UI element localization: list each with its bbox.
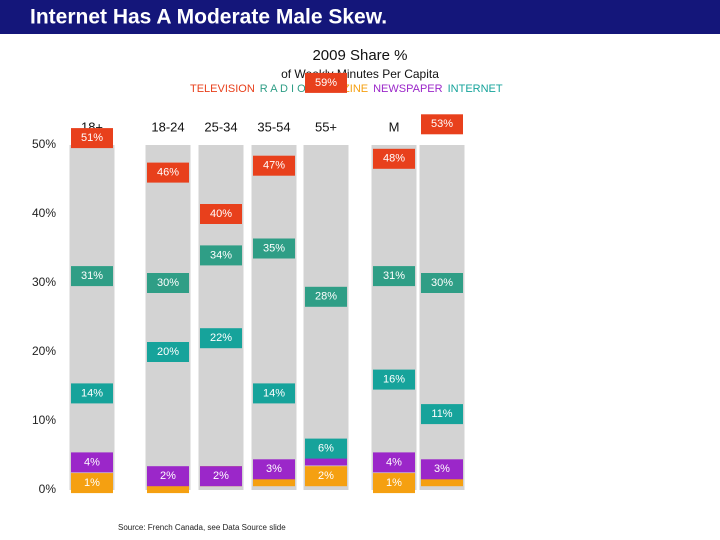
value-box: [373, 148, 415, 169]
data-label: 59%: [315, 77, 337, 89]
value-box: [421, 404, 463, 425]
value-box: [200, 245, 242, 266]
data-label: 20%: [157, 346, 179, 358]
axis-label: of Weekly Minutes Per Capita: [281, 67, 439, 81]
value-box: [305, 72, 347, 93]
title-bar: [0, 0, 720, 34]
value-box: [253, 238, 295, 259]
data-label: 2%: [318, 470, 334, 482]
y-tick-label: 50%: [32, 137, 56, 151]
data-label: 30%: [431, 277, 453, 289]
value-box: [305, 466, 347, 487]
value-box: [373, 266, 415, 287]
value-box: [71, 383, 113, 404]
legend-entry: R A D I O: [260, 83, 306, 95]
value-box: [253, 459, 295, 480]
data-label: 4%: [84, 456, 100, 468]
data-label: 3%: [266, 463, 282, 475]
value-box: [71, 266, 113, 287]
data-label: 14%: [81, 387, 103, 399]
data-label: 3%: [434, 463, 450, 475]
data-label: 22%: [210, 332, 232, 344]
legend-entry: NEWSPAPER: [373, 83, 443, 95]
value-box: [421, 114, 463, 135]
x-tick-label: 55+: [315, 119, 337, 134]
value-box: [305, 438, 347, 459]
column-background: [69, 145, 115, 490]
y-tick-label: 20%: [32, 344, 56, 358]
data-label: 35%: [263, 242, 285, 254]
column-background: [145, 145, 191, 490]
x-tick-label: 35-54: [257, 119, 290, 134]
chart-subtitle: 2009 Share %: [312, 47, 407, 64]
column-background: [251, 145, 297, 490]
source-note: Source: French Canada, see Data Source s…: [118, 523, 286, 532]
value-box: [71, 452, 113, 473]
y-tick-label: 0%: [39, 482, 57, 496]
value-box: [147, 342, 189, 362]
x-tick-label: 25-34: [204, 119, 237, 134]
column-background: [198, 145, 244, 490]
data-label: 14%: [263, 387, 285, 399]
y-tick-label: 30%: [32, 275, 56, 289]
x-tick-label: 18-24: [151, 119, 184, 134]
value-box: [253, 383, 295, 404]
data-label: 47%: [263, 160, 285, 172]
y-tick-label: 40%: [32, 206, 56, 220]
data-label: 48%: [383, 153, 405, 165]
value-box: [373, 369, 415, 390]
chart-title: Internet Has A Moderate Male Skew.: [30, 6, 387, 29]
data-label: 28%: [315, 291, 337, 303]
y-tick-label: 10%: [32, 413, 56, 427]
value-box: [147, 273, 189, 293]
value-box: [253, 155, 295, 176]
data-label: 53%: [431, 118, 453, 130]
data-label: 4%: [386, 456, 402, 468]
x-tick-label: M: [389, 119, 400, 134]
data-label: 11%: [431, 408, 452, 420]
data-label: 51%: [81, 132, 103, 144]
column-background: [371, 145, 417, 490]
value-box: [200, 328, 242, 349]
value-box: [71, 473, 113, 494]
value-box: [421, 273, 463, 293]
data-label: 30%: [157, 277, 179, 289]
data-label: 2%: [160, 470, 176, 482]
value-box: [147, 466, 189, 487]
data-label: 40%: [210, 208, 232, 220]
data-label: 6%: [318, 443, 334, 455]
legend-entry: TELEVISION: [190, 83, 255, 95]
data-label: 31%: [383, 270, 405, 282]
value-box: [421, 459, 463, 480]
column-background: [419, 145, 465, 490]
data-label: 16%: [383, 374, 405, 386]
data-label: 46%: [157, 167, 179, 179]
data-label: 1%: [84, 477, 100, 489]
value-box: [305, 286, 347, 307]
value-box: [71, 128, 113, 149]
data-label: 2%: [213, 470, 229, 482]
data-label: 34%: [210, 249, 232, 261]
column-background: [303, 145, 349, 490]
value-box: [147, 162, 189, 183]
value-box: [373, 452, 415, 473]
data-label: 31%: [81, 270, 103, 282]
value-box: [200, 204, 242, 224]
legend-entry: INTERNET: [448, 83, 503, 95]
value-box: [373, 473, 415, 494]
value-box: [200, 466, 242, 487]
data-label: 1%: [386, 477, 402, 489]
